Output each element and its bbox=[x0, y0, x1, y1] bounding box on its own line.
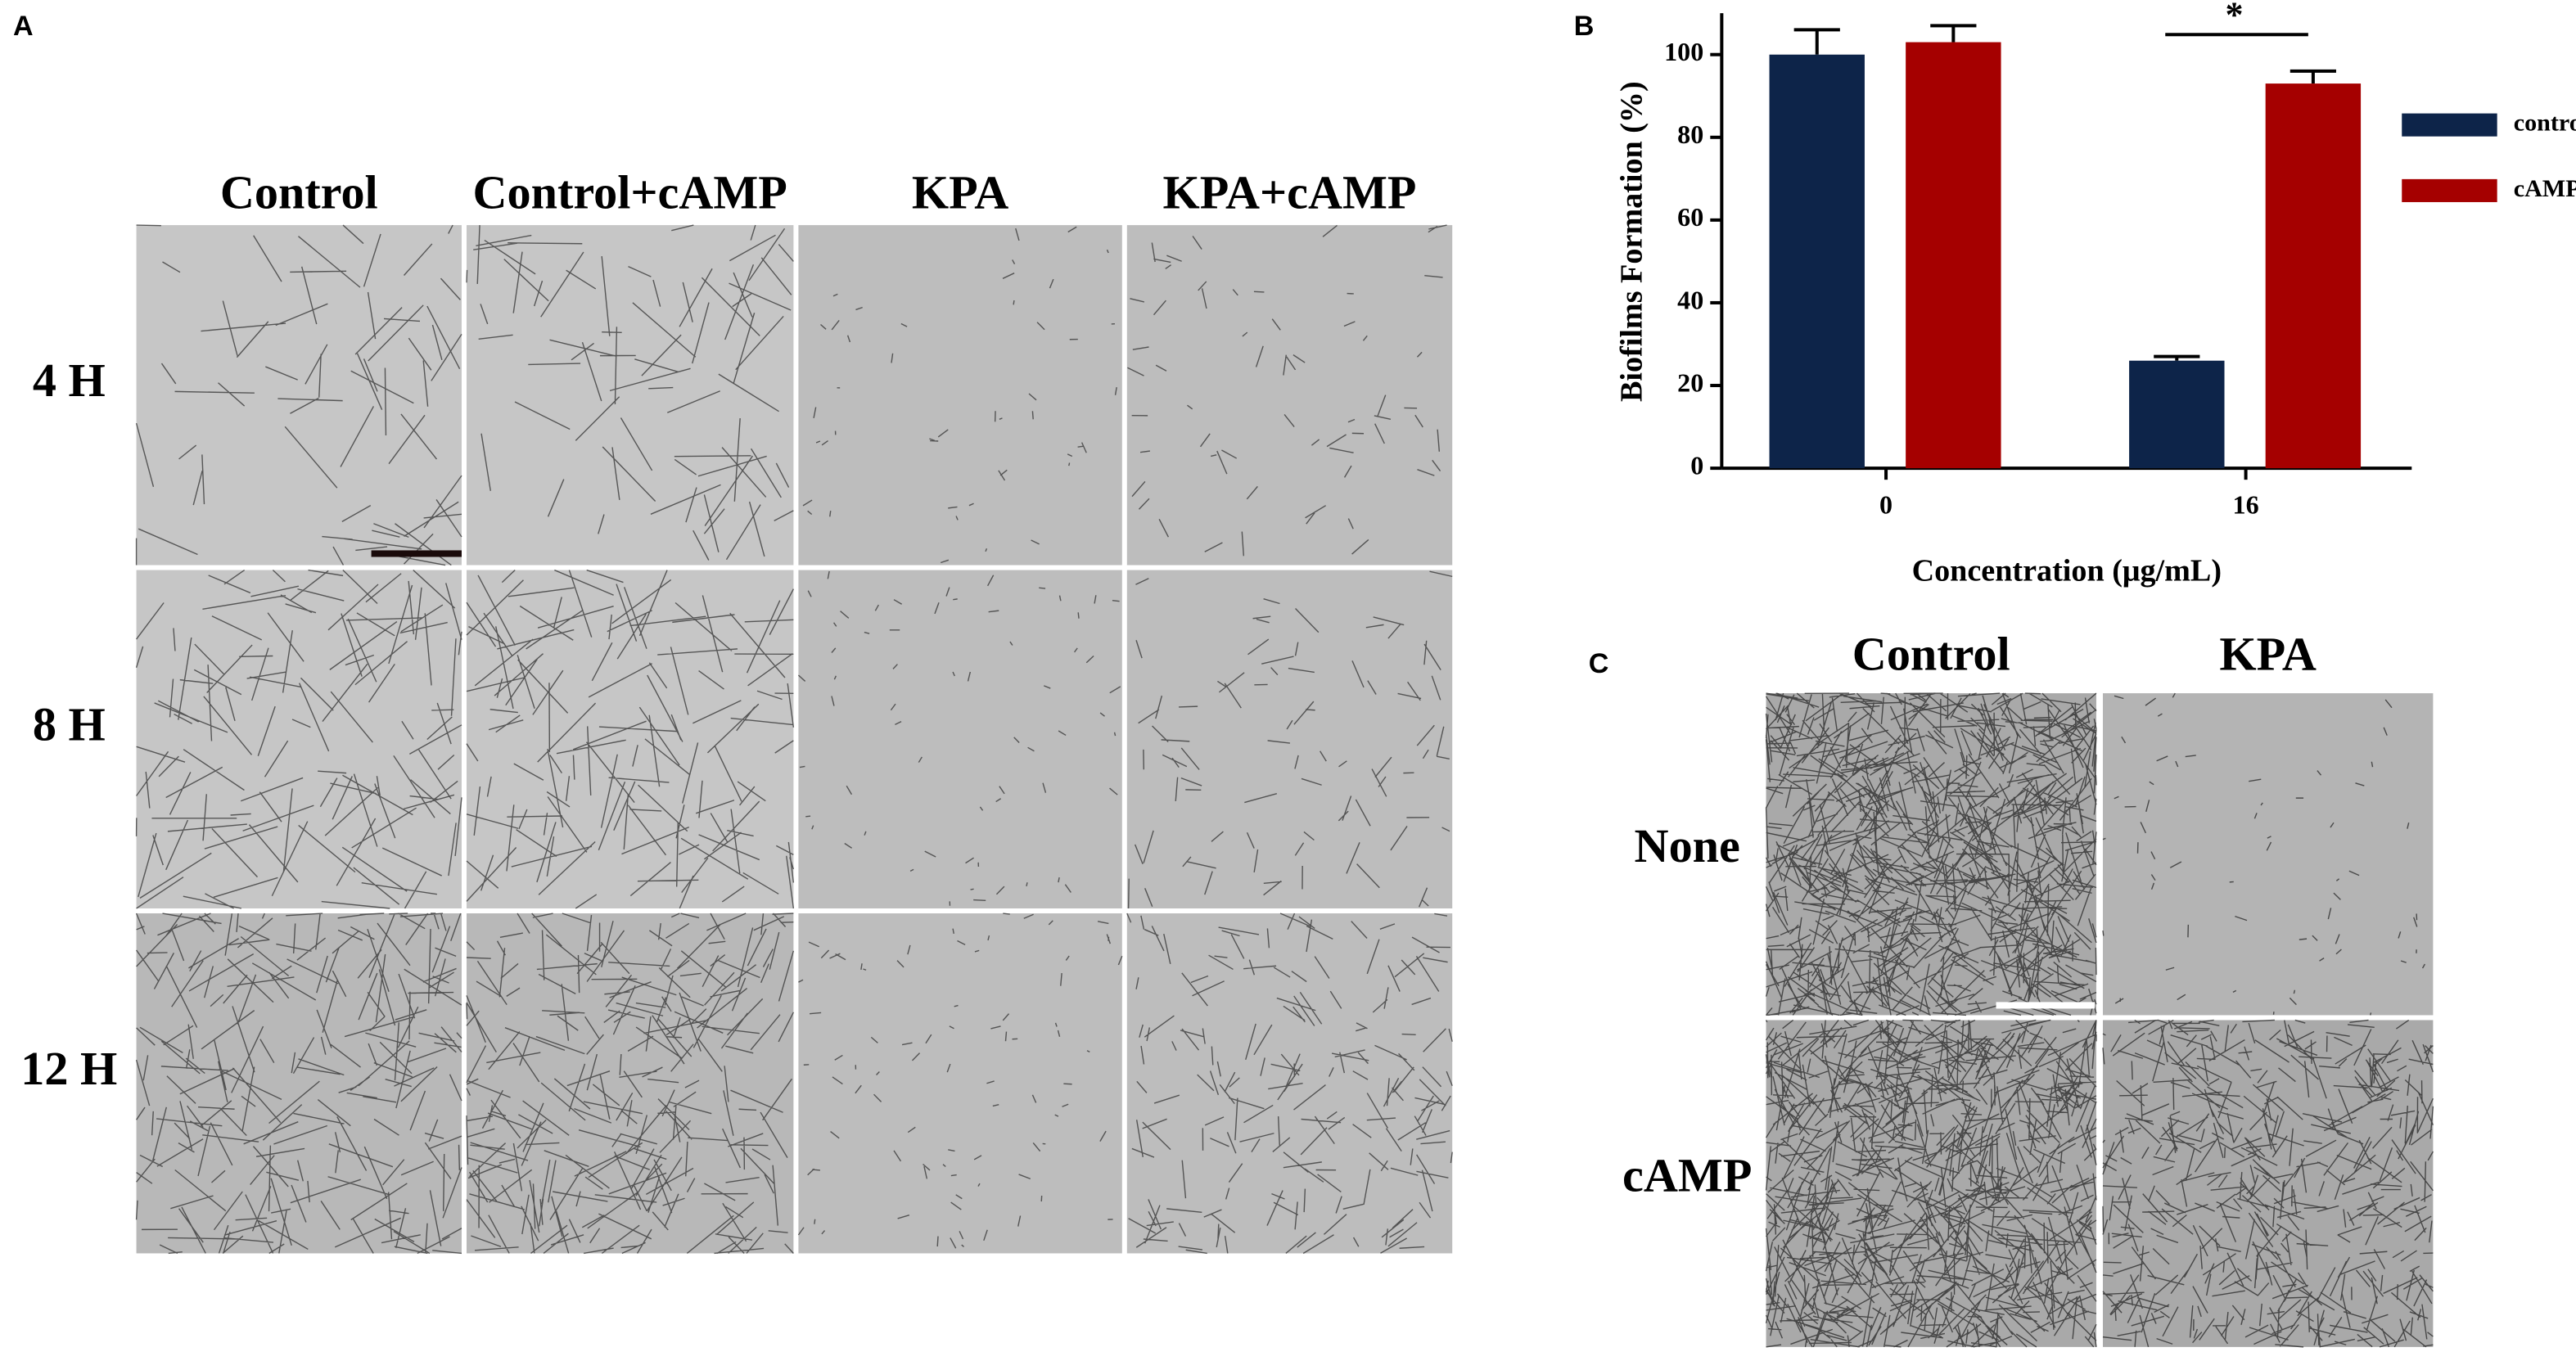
micrograph-texture bbox=[2102, 692, 2425, 1016]
micrograph-cells bbox=[2102, 692, 2425, 1016]
micrograph bbox=[2102, 693, 2434, 1016]
column-header: KPA+cAMP bbox=[1163, 165, 1417, 219]
micrograph bbox=[136, 225, 462, 566]
micrograph-cells bbox=[802, 226, 1117, 564]
micrograph-cells bbox=[1127, 224, 1447, 557]
micrograph-texture bbox=[2102, 1019, 2434, 1348]
row-label: 12 H bbox=[20, 1042, 117, 1095]
row-label: cAMP bbox=[1622, 1149, 1752, 1202]
legend-swatch bbox=[2402, 113, 2497, 137]
micrograph-texture bbox=[797, 913, 1123, 1249]
y-axis-title: Biofilms Formation (%) bbox=[1615, 81, 1649, 402]
micrograph bbox=[798, 570, 1122, 908]
row-label: 8 H bbox=[33, 698, 106, 751]
y-tick-label: 60 bbox=[1677, 202, 1703, 232]
scale-bar bbox=[371, 550, 462, 557]
micrograph bbox=[466, 570, 794, 908]
micrograph-cells bbox=[1126, 913, 1453, 1255]
legend-swatch bbox=[2402, 178, 2497, 202]
micrograph bbox=[1766, 1020, 2096, 1347]
micrograph bbox=[798, 913, 1122, 1254]
micrograph-cells bbox=[1765, 692, 2097, 1016]
panel-label: A bbox=[13, 11, 34, 42]
micrograph-cells bbox=[466, 913, 795, 1255]
micrograph-texture bbox=[1127, 570, 1453, 909]
micrograph bbox=[466, 225, 794, 566]
bar bbox=[1769, 54, 1865, 469]
legend-label: control bbox=[2514, 109, 2576, 137]
micrograph-texture bbox=[1765, 1019, 2097, 1348]
micrograph bbox=[1126, 225, 1453, 566]
bar bbox=[1906, 42, 2001, 469]
micrograph-texture bbox=[466, 224, 794, 561]
y-tick-label: 0 bbox=[1690, 450, 1703, 480]
y-tick-label: 80 bbox=[1677, 119, 1703, 149]
micrograph-texture bbox=[802, 226, 1117, 564]
micrograph-texture bbox=[135, 224, 462, 566]
micrograph bbox=[798, 225, 1122, 566]
column-header: KPA bbox=[912, 165, 1009, 219]
micrograph-texture bbox=[1127, 224, 1447, 557]
micrograph-cells bbox=[466, 224, 794, 561]
micrograph-cells bbox=[1127, 570, 1453, 909]
micrograph-texture bbox=[1126, 913, 1453, 1255]
column-header: Control+cAMP bbox=[473, 165, 787, 219]
micrograph-texture bbox=[466, 569, 795, 909]
legend-label: cAMP bbox=[2514, 174, 2576, 202]
bar bbox=[2129, 360, 2225, 469]
micrograph-cells bbox=[466, 569, 795, 909]
micrograph-cells bbox=[135, 569, 462, 909]
micrographs bbox=[135, 224, 2434, 1348]
micrograph-texture bbox=[1765, 692, 2097, 1016]
micrograph-cells bbox=[2102, 1019, 2434, 1348]
micrograph-texture bbox=[797, 570, 1121, 906]
micrograph bbox=[1126, 570, 1453, 908]
column-header: Control bbox=[1852, 627, 2010, 680]
y-tick-label: 100 bbox=[1664, 37, 1703, 66]
panel-label: B bbox=[1574, 11, 1595, 42]
column-header: Control bbox=[220, 165, 378, 219]
row-label: 4 H bbox=[33, 354, 106, 407]
micrograph bbox=[2102, 1020, 2434, 1347]
x-tick-label: 0 bbox=[1879, 490, 1893, 520]
micrograph-texture bbox=[466, 913, 795, 1255]
micrograph-cells bbox=[1765, 1019, 2097, 1348]
micrograph-texture bbox=[135, 913, 462, 1255]
column-header: KPA bbox=[2219, 627, 2317, 680]
significance-mark: * bbox=[2226, 0, 2244, 34]
bar bbox=[2265, 83, 2362, 469]
micrograph-cells bbox=[135, 224, 462, 566]
x-tick-label: 16 bbox=[2233, 490, 2259, 520]
row-label: None bbox=[1635, 819, 1740, 872]
x-axis-title: Concentration (μg/mL) bbox=[1912, 553, 2222, 588]
scale-bar bbox=[1996, 1002, 2095, 1009]
panel-label: C bbox=[1589, 648, 1609, 679]
y-tick-label: 20 bbox=[1677, 367, 1703, 397]
micrograph-cells bbox=[797, 570, 1121, 906]
micrograph bbox=[466, 913, 794, 1254]
y-tick-label: 40 bbox=[1677, 285, 1703, 314]
micrograph bbox=[136, 570, 462, 908]
micrograph-cells bbox=[135, 913, 462, 1255]
micrograph-texture bbox=[135, 569, 462, 909]
micrograph-cells bbox=[797, 913, 1123, 1249]
